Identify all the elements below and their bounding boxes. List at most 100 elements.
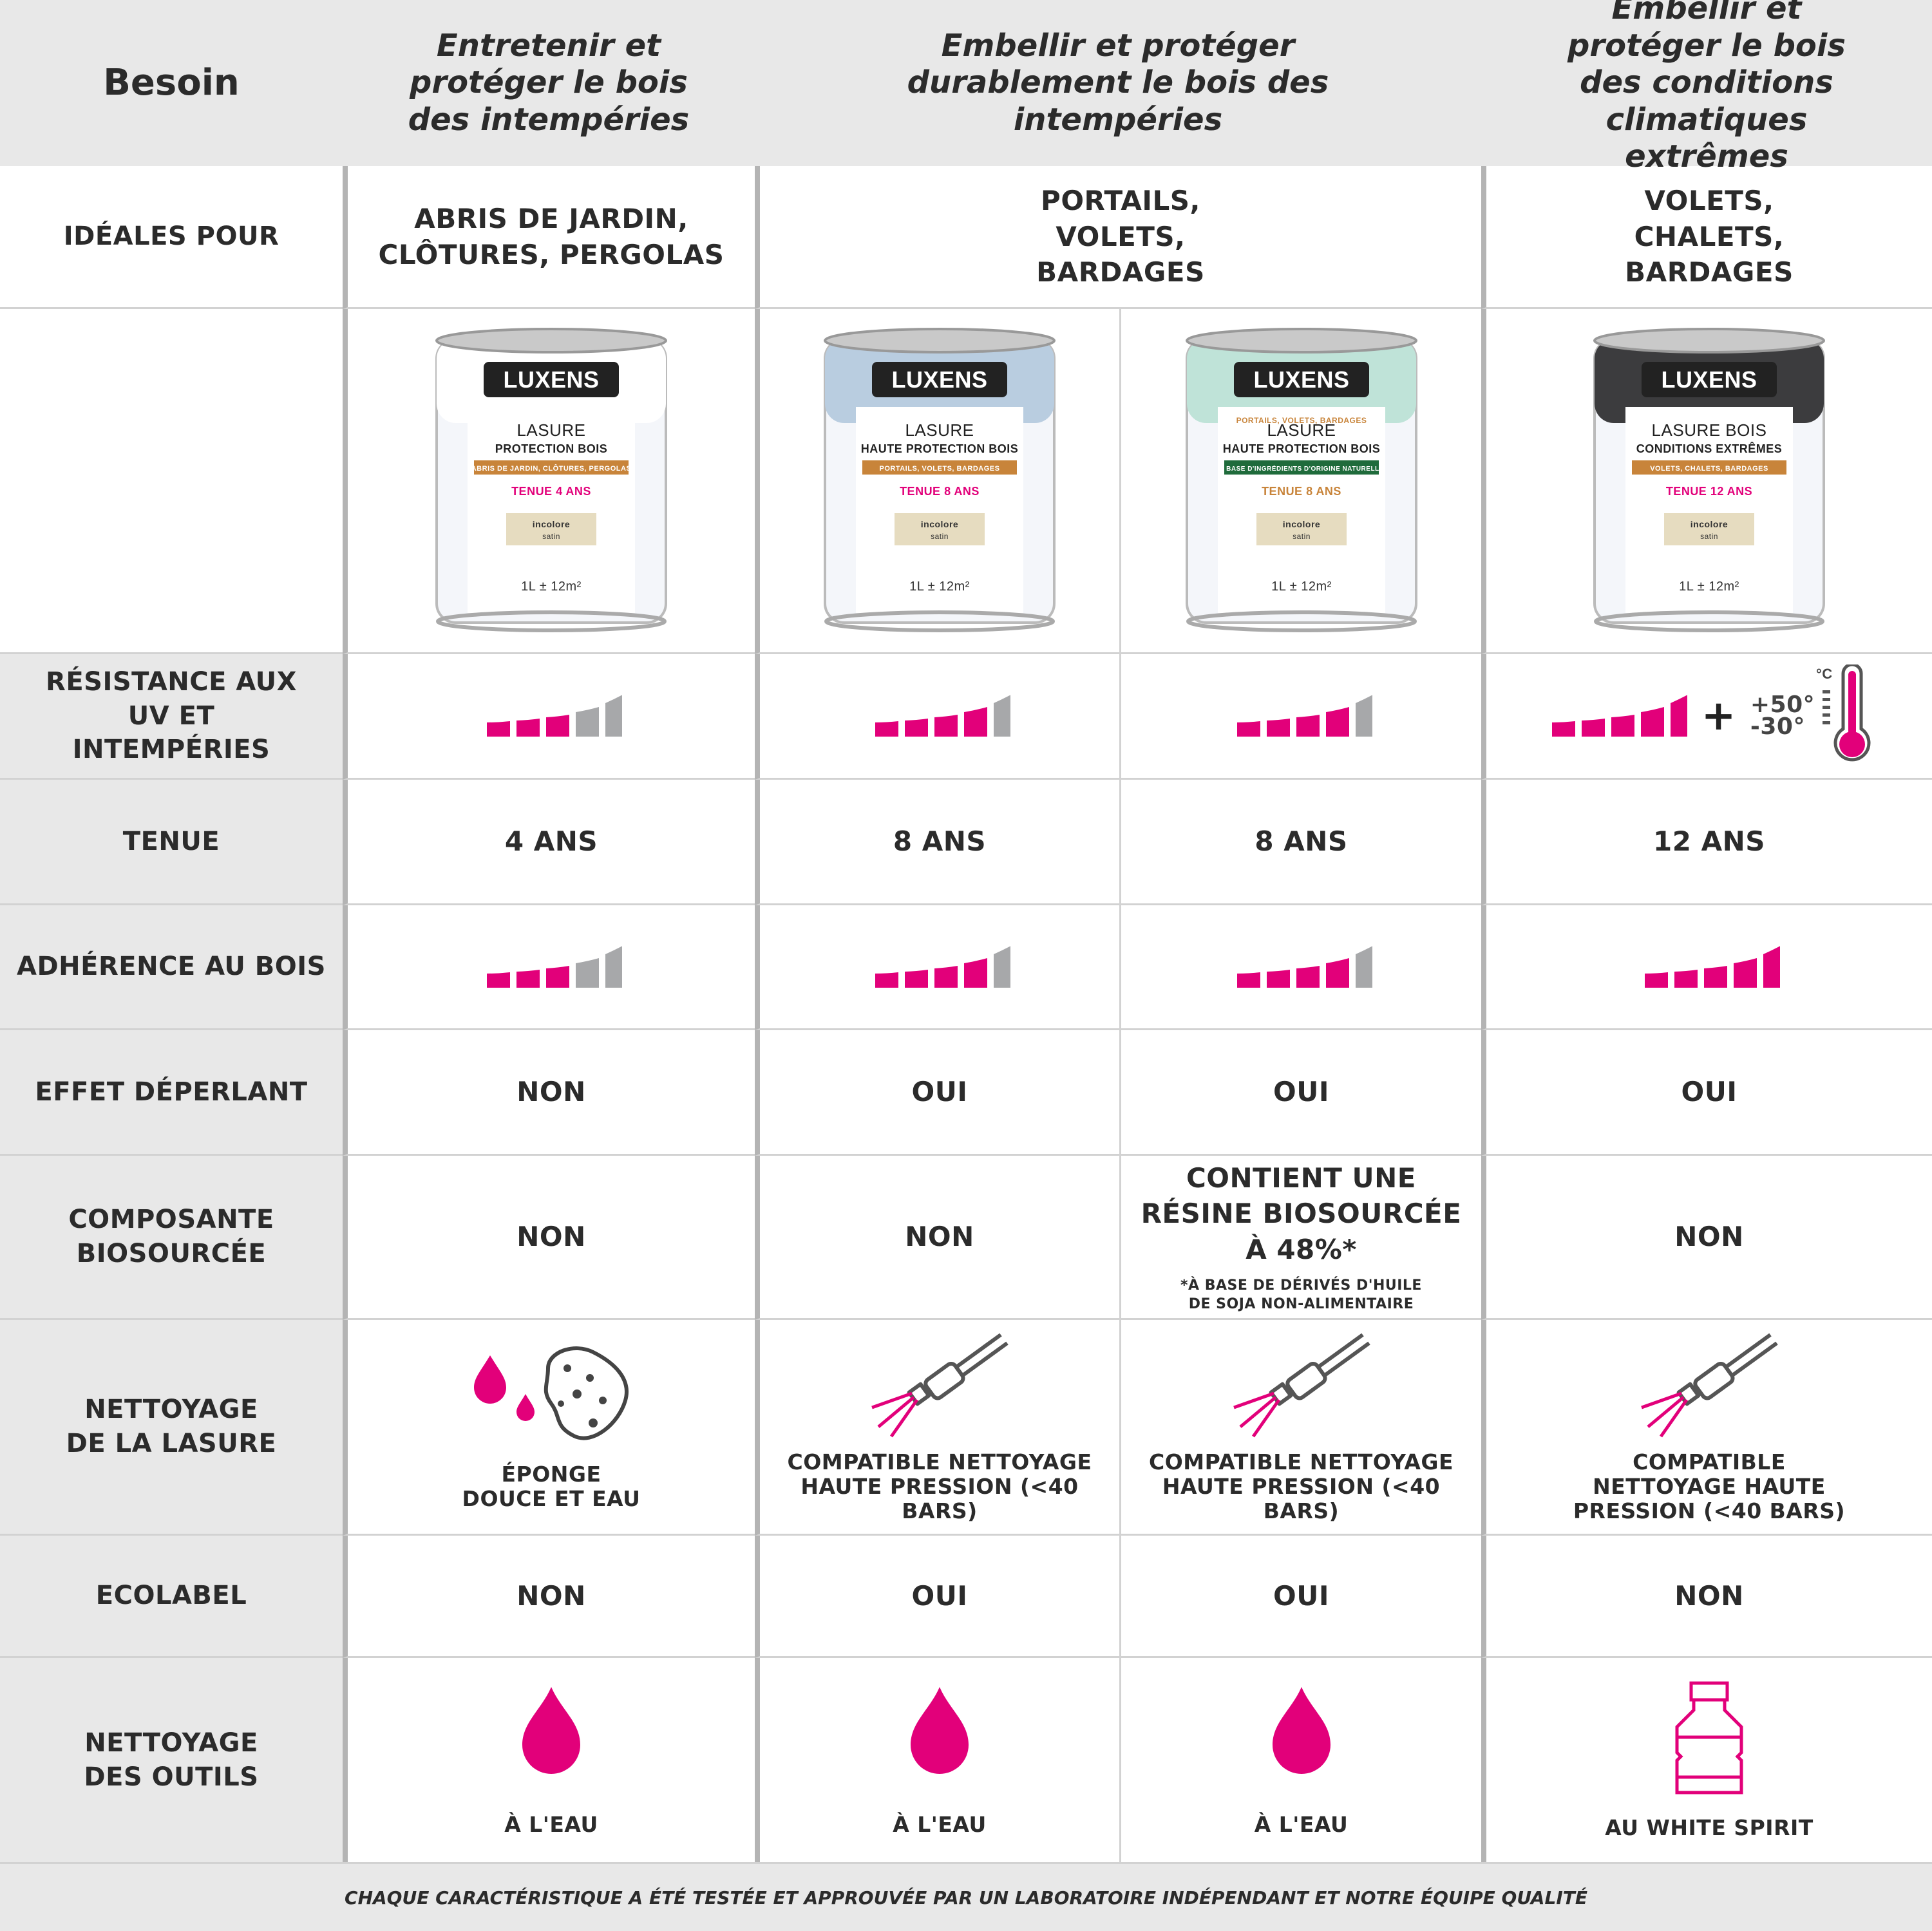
can-swatch-finish: satin xyxy=(542,532,560,541)
nettoyage-2-text: COMPATIBLE NETTOYAGE HAUTE PRESSION (<40… xyxy=(787,1449,1092,1523)
plus-sign: + xyxy=(1701,692,1736,740)
product-can-3: LUXENS PORTAILS, VOLETS, BARDAGES LASURE HA… xyxy=(1119,309,1481,654)
temp-high: +50° xyxy=(1750,691,1815,718)
rating-bar xyxy=(875,721,898,737)
adherence-rating-2 xyxy=(755,905,1119,1030)
can-band-text: VOLETS, CHALETS, BARDAGES xyxy=(1650,465,1768,473)
rating-bar xyxy=(1355,945,1372,988)
can-tenue: TENUE 8 ANS xyxy=(1262,485,1341,498)
outils-1: À L'EAU xyxy=(343,1658,755,1862)
can-subtitle: HAUTE PROTECTION BOIS xyxy=(1222,442,1380,455)
rating-bar xyxy=(1674,969,1698,988)
adherence-label: ADHÉRENCE AU BOIS xyxy=(0,905,343,1030)
can-volume: 1L ± 12m² xyxy=(909,579,970,594)
ecolabel-label: ECOLABEL xyxy=(0,1536,343,1658)
can-tenue: TENUE 4 ANS xyxy=(511,485,591,498)
header-label: Besoin xyxy=(0,0,343,166)
rating-bars xyxy=(1236,945,1372,988)
can-swatch-color: incolore xyxy=(533,519,570,529)
rating-bar xyxy=(516,969,540,988)
rating-bar xyxy=(487,972,510,988)
brand-logo: LUXENS xyxy=(503,366,599,393)
paint-can-image: LUXENS LASURE HAUTE PROTECTION BOIS PORTAIL… xyxy=(824,327,1056,632)
pressure-washer-icon xyxy=(871,1333,1009,1438)
bio-2: NON xyxy=(755,1156,1119,1320)
uv-rating-1 xyxy=(343,654,755,780)
water-drop-icon xyxy=(911,1686,969,1774)
can-swatch-finish: satin xyxy=(1293,532,1311,541)
rating-bar xyxy=(1266,719,1290,737)
ideal-col4: VOLETS, CHALETS, BARDAGES xyxy=(1481,166,1932,309)
can-swatch-color: incolore xyxy=(1282,519,1320,529)
bio-3: CONTIENT UNE RÉSINE BIOSOURCÉE À 48%* *À… xyxy=(1119,1156,1481,1320)
outils-3-text: À L'EAU xyxy=(1254,1811,1349,1837)
outils-2: À L'EAU xyxy=(755,1658,1119,1862)
rating-bar xyxy=(1734,957,1757,988)
footer-note: CHAQUE CARACTÉRISTIQUE A ÉTÉ TESTÉE ET A… xyxy=(0,1862,1932,1931)
rating-bar xyxy=(546,965,569,988)
can-volume: 1L ± 12m² xyxy=(521,579,582,594)
rating-bar xyxy=(1266,969,1290,988)
outils-4: AU WHITE SPIRIT xyxy=(1481,1658,1932,1862)
rating-bars xyxy=(875,695,1010,737)
nettoyage-label: NETTOYAGE DE LA LASURE xyxy=(0,1320,343,1536)
temp-low: -30° xyxy=(1750,713,1805,740)
rating-bar xyxy=(905,969,928,988)
rating-bar xyxy=(964,707,987,737)
thermometer-icon: °C xyxy=(1816,664,1871,762)
can-subtitle: CONDITIONS EXTRÊMES xyxy=(1636,442,1783,455)
can-subtitle: PROTECTION BOIS xyxy=(495,442,608,455)
celsius-unit: °C xyxy=(1816,666,1833,682)
outils-1-text: À L'EAU xyxy=(504,1811,598,1837)
can-title: LASURE BOIS xyxy=(1652,420,1767,440)
header-col4: Embellir et protéger le bois des conditi… xyxy=(1481,0,1932,174)
rating-bar xyxy=(605,695,622,737)
can-swatch-color: incolore xyxy=(921,519,958,529)
ideal-col1: ABRIS DE JARDIN, CLÔTURES, PERGOLAS xyxy=(343,166,755,309)
temperature-range: +50° -30° xyxy=(1750,691,1815,740)
sponge-drops-icon xyxy=(474,1346,629,1440)
pressure-washer-icon xyxy=(1233,1333,1370,1438)
rating-bar xyxy=(1670,695,1687,737)
rating-bars xyxy=(875,945,1010,988)
water-drop-icon xyxy=(1272,1686,1331,1774)
can-top-text: PORTAILS, VOLETS, BARDAGES xyxy=(1236,416,1367,425)
deperlant-2: OUI xyxy=(755,1030,1119,1156)
can-band-text: ABRIS DE JARDIN, CLÔTURES, PERGOLAS xyxy=(471,464,632,473)
tenue-4: 12 ANS xyxy=(1481,780,1932,905)
paint-can-image: LUXENS LASURE PROTECTION BOIS ABRIS DE JARD… xyxy=(435,327,667,632)
brand-logo: LUXENS xyxy=(1661,366,1757,393)
rating-bar xyxy=(934,965,958,988)
nettoyage-1-text: ÉPONGE DOUCE ET EAU xyxy=(462,1462,641,1511)
can-subtitle: HAUTE PROTECTION BOIS xyxy=(861,442,1019,455)
nettoyage-1: ÉPONGE DOUCE ET EAU xyxy=(343,1320,755,1536)
rating-bar xyxy=(1236,972,1260,988)
bio-1: NON xyxy=(343,1156,755,1320)
can-swatch-finish: satin xyxy=(1700,532,1718,541)
can-title: LASURE xyxy=(516,420,585,440)
bio-4: NON xyxy=(1481,1156,1932,1320)
rating-bars xyxy=(1645,945,1780,988)
deperlant-label: EFFET DÉPERLANT xyxy=(0,1030,343,1156)
rating-bar xyxy=(1581,719,1605,737)
can-title: LASURE xyxy=(1267,420,1336,440)
bio-3-value: CONTIENT UNE RÉSINE BIOSOURCÉE À 48%* xyxy=(1141,1162,1462,1265)
rating-bar xyxy=(994,945,1010,988)
brand-logo: LUXENS xyxy=(891,366,987,393)
ideal-col23: PORTAILS, VOLETS, BARDAGES xyxy=(755,166,1481,309)
nettoyage-3: COMPATIBLE NETTOYAGE HAUTE PRESSION (<40… xyxy=(1119,1320,1481,1536)
can-title: LASURE xyxy=(905,420,974,440)
header-col23: Embellir et protéger durablement le bois… xyxy=(755,0,1481,166)
uv-rating-2 xyxy=(755,654,1119,780)
rating-bar xyxy=(1325,707,1349,737)
paint-can-image: LUXENS LASURE BOIS CONDITIONS EXTRÊMES VOLE… xyxy=(1593,327,1825,632)
adherence-rating-1 xyxy=(343,905,755,1030)
tenue-label: TENUE xyxy=(0,780,343,905)
uv-rating-3 xyxy=(1119,654,1481,780)
rating-bar xyxy=(1325,957,1349,988)
deperlant-1: NON xyxy=(343,1030,755,1156)
white-spirit-bottle-icon xyxy=(1675,1681,1743,1794)
bio-label: COMPOSANTE BIOSOURCÉE xyxy=(0,1156,343,1320)
ideal-label: IDÉALES POUR xyxy=(0,166,343,309)
